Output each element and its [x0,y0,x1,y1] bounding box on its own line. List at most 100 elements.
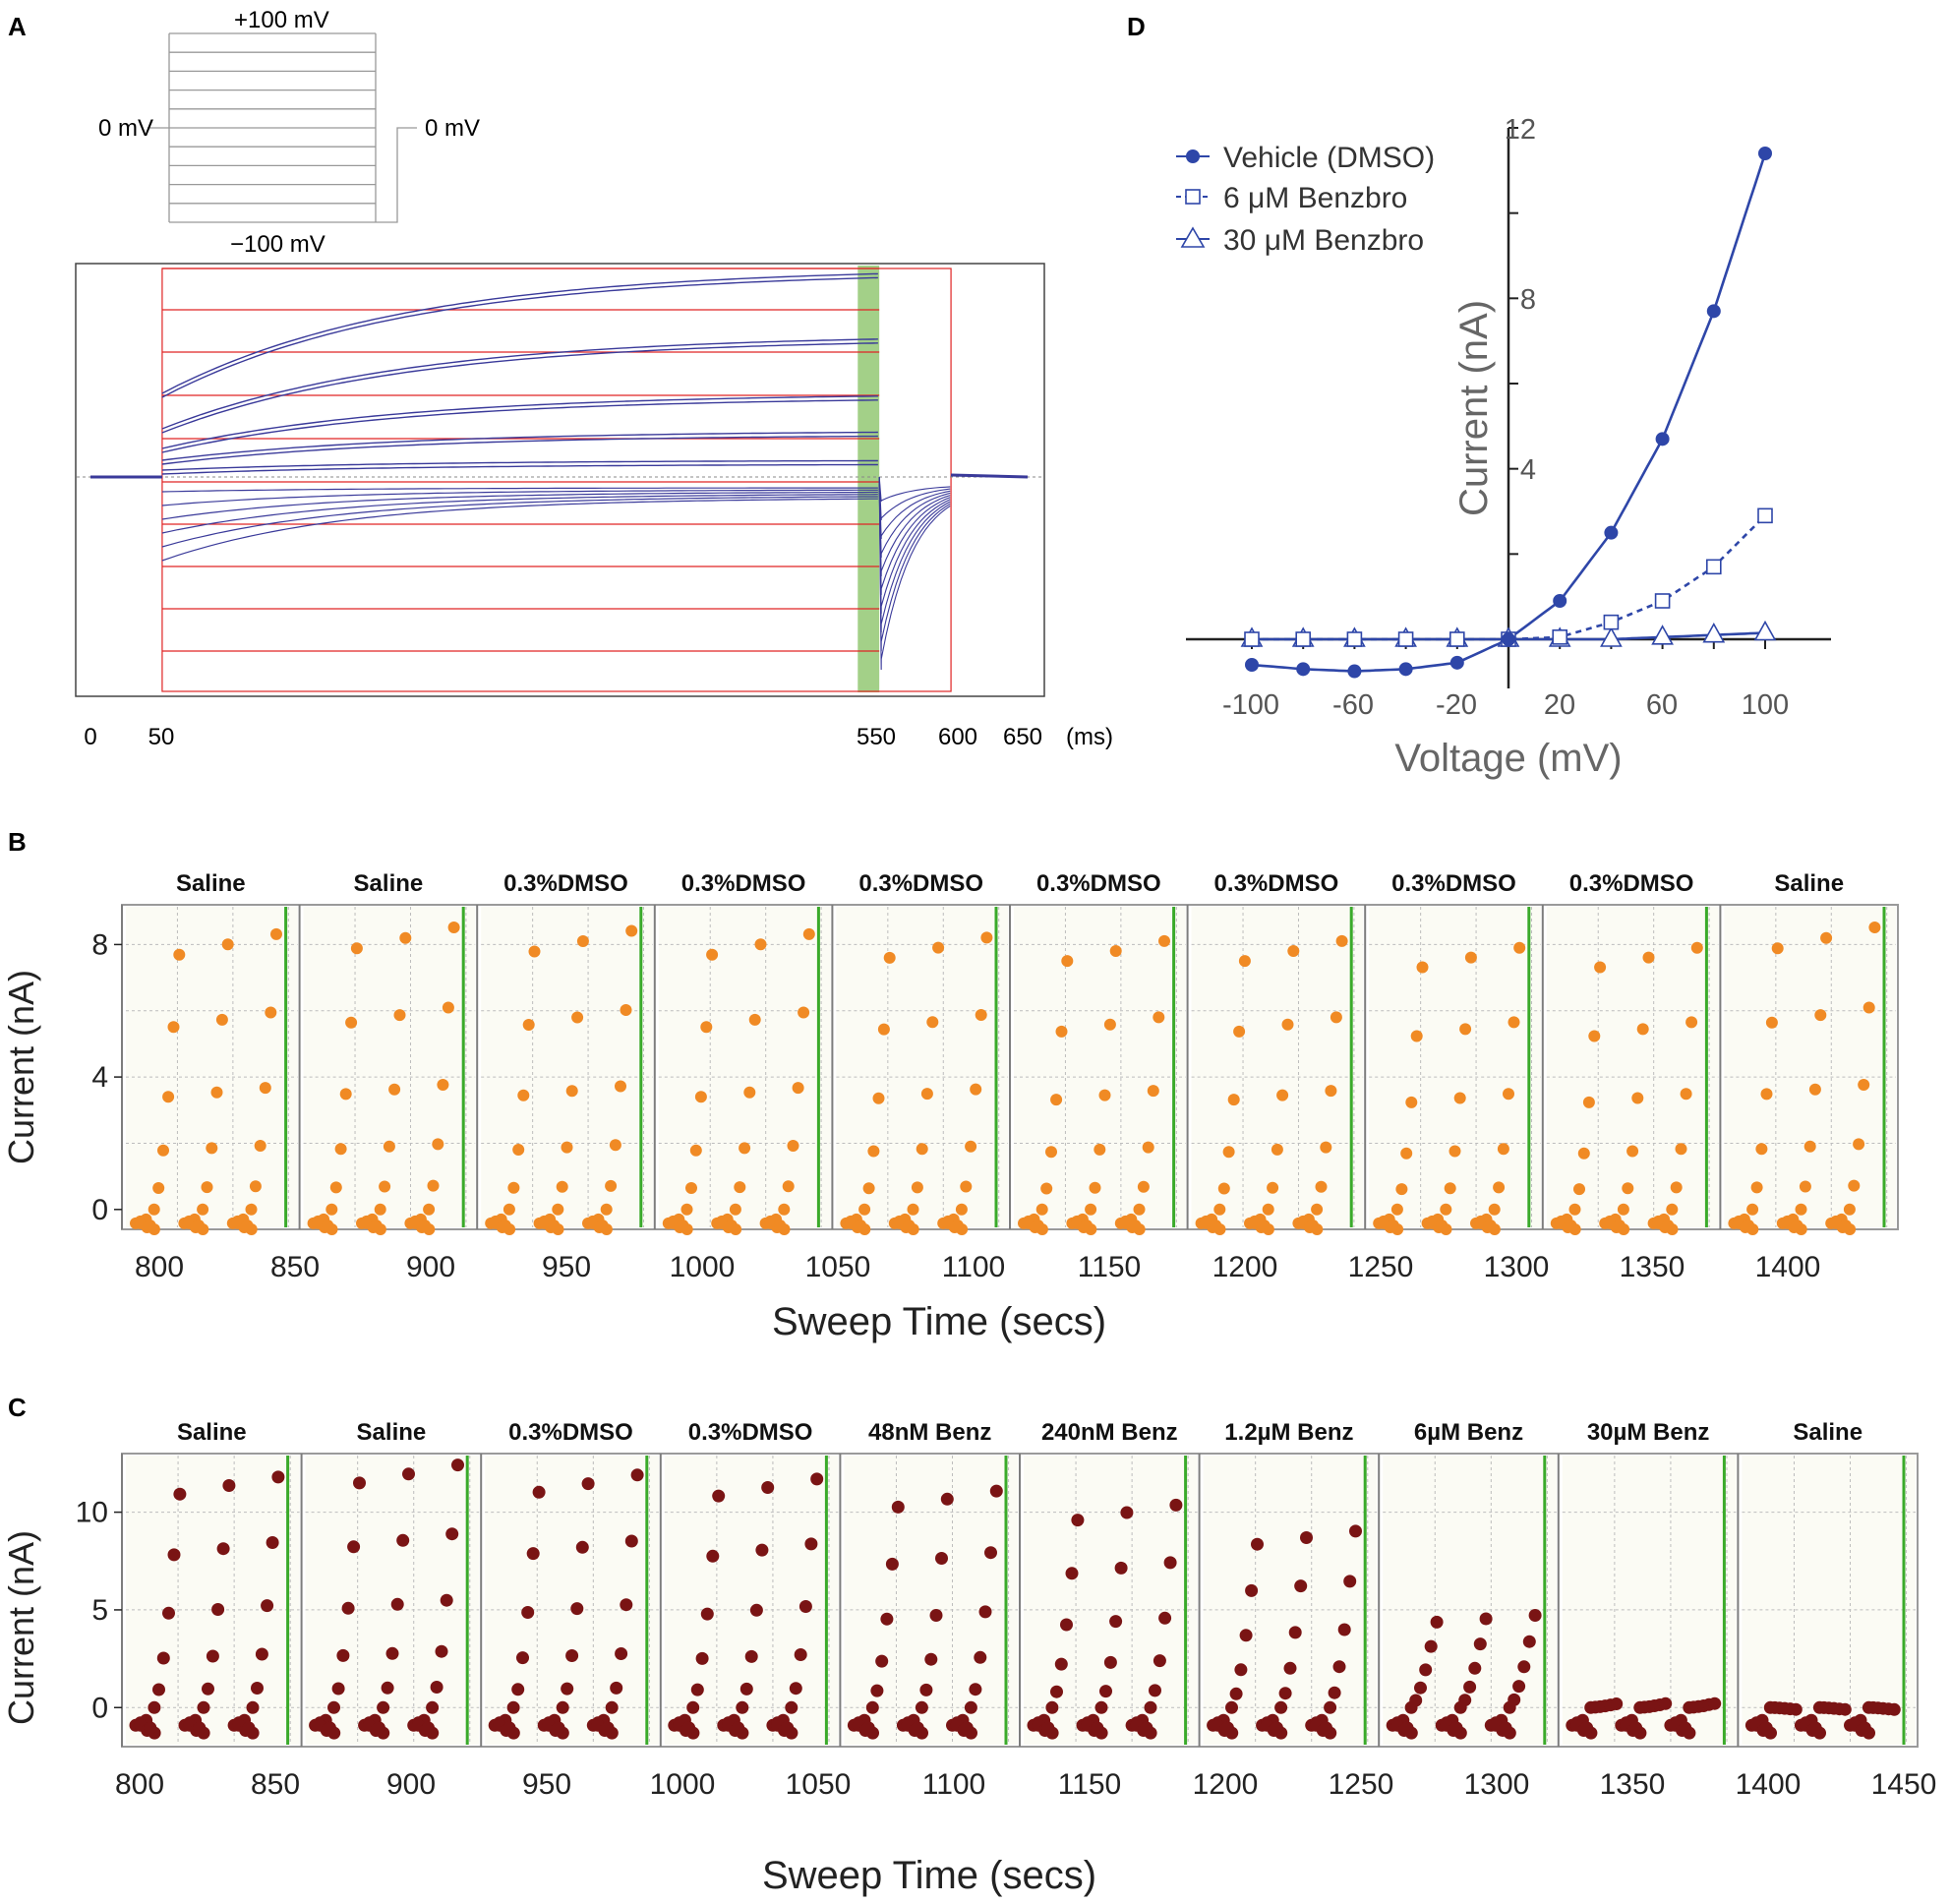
panel-b-point [960,1180,973,1193]
panel-c-point [706,1549,720,1563]
panel-b-point [689,1144,702,1157]
panel-b-point [1281,1018,1294,1031]
legend-6um: 6 μM Benzbro [1223,182,1407,214]
current-traces [77,266,1042,692]
panel-b-point [1325,1085,1337,1098]
panel-c-point [1120,1506,1134,1519]
panel-c-point [736,1700,749,1714]
panel-c-point [173,1487,187,1501]
panel-c-point [885,1557,899,1571]
panel-c-point [798,1600,812,1613]
tail-current-trace [878,476,951,596]
outward-current-trace [161,399,878,453]
panel-c-point [1838,1702,1852,1716]
panel-b-point [1315,1180,1328,1193]
panel-b-point [1089,1181,1101,1194]
protocol-top-label: +100 mV [234,7,329,33]
panel-c-point [712,1489,726,1503]
panel-b-point [1410,1030,1423,1042]
panel-c-point [940,1492,954,1506]
panel-c-point [875,1654,889,1668]
panel-b-x-label: Sweep Time (secs) [772,1300,1106,1343]
panel-b-point [1400,1147,1413,1160]
panel-a-x-tick: 0 [84,724,96,750]
panel-c-y-tick: 5 [91,1594,108,1627]
panel-b-point [1582,1096,1595,1108]
panel-b-point [1258,1220,1271,1231]
panel-b-point [778,1203,791,1216]
panel-c-point [1225,1700,1238,1714]
panel-c-point [601,1721,615,1735]
iv-x-tick: -60 [1332,689,1374,721]
panel-b-point [548,1220,561,1231]
panel-c-point [1409,1694,1423,1707]
panel-c-point [1610,1697,1624,1710]
panel-c-point [216,1542,230,1556]
panel-b-point [980,931,993,944]
panel-c-point [570,1602,584,1616]
panel-b-point [1666,1203,1679,1216]
panel-c-point [924,1652,938,1666]
iv-fit-curve [1252,514,1766,641]
panel-c-x-tick: 1150 [1058,1768,1122,1801]
panel-c-point [581,1477,595,1491]
panel-c-point [1458,1694,1472,1707]
panel-c-point [242,1721,256,1735]
panel-b-x-tick: 1350 [1620,1251,1685,1283]
tail-current-trace [878,476,951,615]
panel-b-point [1395,1183,1408,1196]
panel-c-x-tick: 800 [115,1768,164,1801]
panel-b-point [442,1001,454,1014]
panel-c-point [1050,1685,1063,1698]
panel-c-point [732,1721,745,1735]
panel-c-segment-bg [1562,1456,1737,1745]
panel-c-point [197,1700,210,1714]
panel-c-x-tick: 1450 [1871,1768,1937,1801]
panel-b-point [729,1203,741,1216]
panel-b-point [379,1180,391,1193]
panel-b-point [193,1220,205,1231]
panel-b-point [1565,1220,1577,1231]
panel-c-point [915,1700,928,1714]
panel-b-segment-bg [658,907,831,1227]
panel-c-point [1274,1700,1288,1714]
panel-b-point [144,1220,156,1231]
panel-c-point [156,1651,170,1665]
panel-b-point [774,1220,787,1231]
panel-c-point [1858,1721,1871,1735]
outward-current-trace [161,463,878,475]
panel-b-x-tick: 950 [542,1251,591,1283]
panel-b-content: Saline Saline 0.3%DMSO 0.3%DMSO 0.3%DMSO 0.3%… [91,870,1899,1283]
panel-c-point [695,1651,709,1665]
panel-c-point [193,1721,207,1735]
panel-c-point [1419,1663,1433,1677]
panel-b-point [1513,941,1526,954]
panel-c-point [516,1651,529,1665]
panel-b-point [370,1220,383,1231]
panel-c-y-tick: 0 [91,1692,108,1724]
panel-c-point [1349,1524,1362,1538]
panel-b-point [1617,1203,1629,1216]
panel-b-point [700,1021,713,1034]
panel-b-point [1799,1180,1811,1193]
inward-current-trace [161,487,878,493]
panel-b-point [1387,1220,1399,1231]
traces-frame [75,263,1045,697]
panel-b-point [916,1143,928,1156]
panel-c-point [255,1647,268,1661]
panel-b-point [1307,1220,1319,1231]
outward-current-trace [161,276,878,398]
panel-label-d: D [1127,12,1146,41]
panel-b-point [1862,1001,1875,1014]
panel-c-point [372,1721,385,1735]
panel-b-point [1631,1092,1644,1104]
panel-b-point [1267,1181,1279,1194]
panel-b-point [507,1181,520,1194]
panel-b-point [1335,934,1348,947]
voltage-protocol [148,32,417,223]
panel-b-point [1577,1147,1590,1160]
panel-b-segment-label: Saline [354,870,424,897]
panel-c-point [222,1479,236,1492]
panel-b-point [201,1181,213,1194]
